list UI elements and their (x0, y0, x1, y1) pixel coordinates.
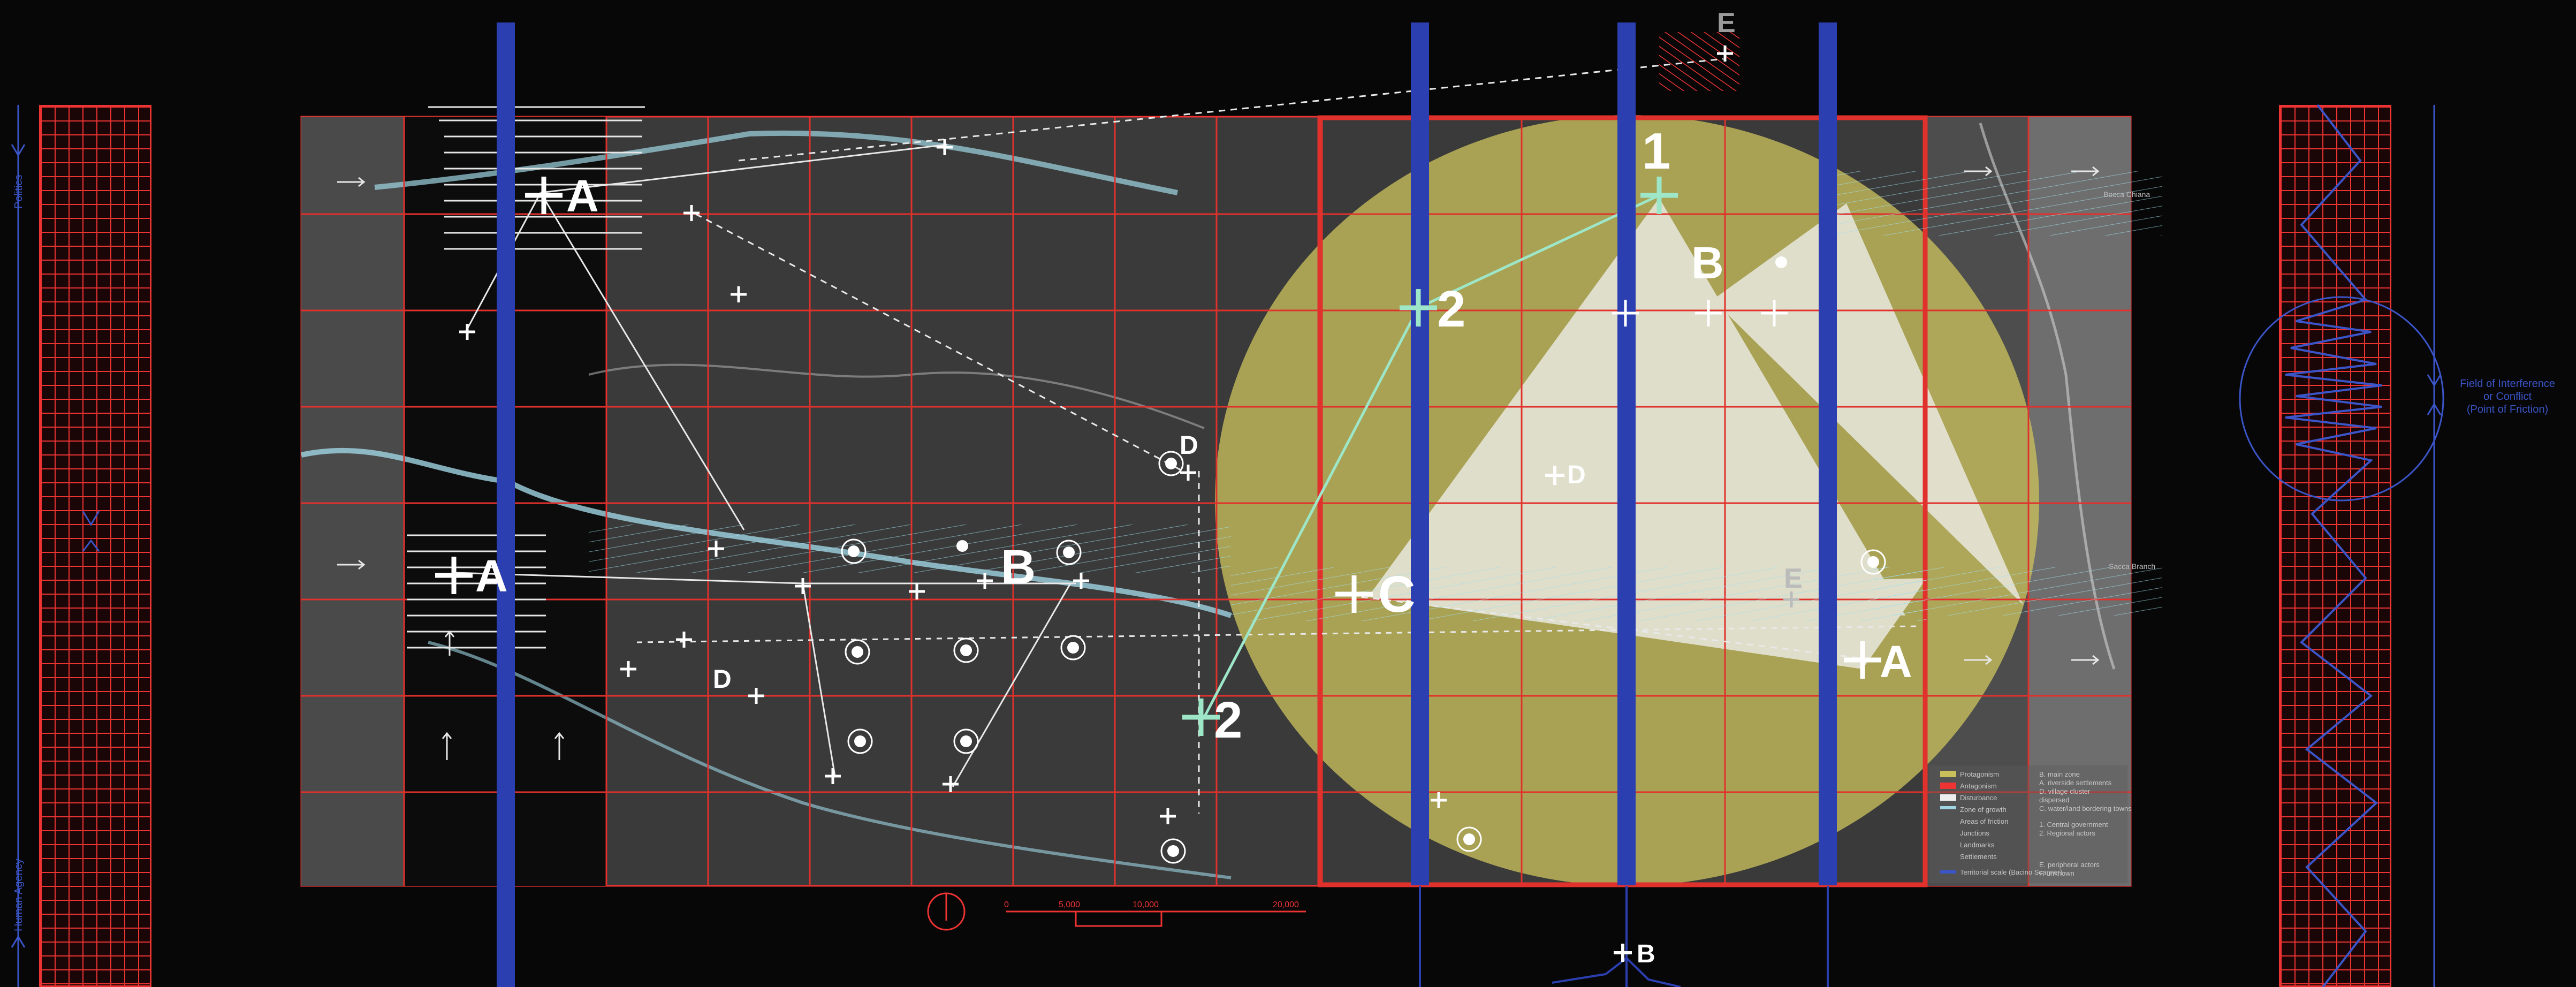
friction-annotation: Field of Interference or Conflict (Point… (2441, 377, 2574, 416)
scale-tick-5000: 5,000 (1059, 900, 1080, 909)
place-label-sacca: Sacca Branch (2109, 562, 2155, 571)
legend-item: Zone of growth (1960, 806, 2007, 814)
bottom-marker-label: B (1637, 940, 1655, 968)
point-label: A (566, 171, 599, 221)
place-label-bocca: Bocca Chiana (2103, 190, 2150, 199)
legend-item: B. main zone (2039, 770, 2080, 778)
top-marker: E (1717, 7, 1736, 39)
point-label: 2 (1437, 280, 1465, 338)
point-label: A (475, 551, 508, 601)
point-label: C (1378, 566, 1415, 623)
legend-item: Protagonism (1960, 770, 1999, 778)
point-label: 1 (1642, 123, 1670, 180)
point-label: 2 (1214, 692, 1242, 749)
point-label: D (1180, 431, 1198, 460)
legend-item: D. village cluster (2039, 787, 2091, 795)
right-axis (2240, 105, 2443, 987)
point-label: A (1880, 636, 1912, 687)
top-marker-label: E (1717, 7, 1736, 39)
left-axis (12, 105, 99, 987)
point-label: B (1001, 541, 1036, 594)
labelled-point-d2: D (713, 665, 732, 694)
politics-label: Politics (13, 175, 25, 209)
point-label: D (1567, 461, 1586, 489)
legend-item: 1. Central government (2039, 821, 2108, 829)
labelled-point-b2: B (1691, 238, 1724, 288)
point-label: D (713, 665, 732, 694)
legend-item: Settlements (1960, 853, 1997, 861)
legend-item: F. unknown (2039, 869, 2075, 877)
right-zigzag (2285, 105, 2382, 987)
legend-item: A. riverside settlements (2039, 779, 2112, 787)
legend-item: Areas of friction (1960, 817, 2008, 825)
scale-tick-10000: 10,000 (1133, 900, 1159, 909)
point-label: E (1784, 563, 1803, 594)
human-agency-label: Human Agency (13, 859, 25, 931)
legend-item: 2. Regional actors (2039, 829, 2095, 837)
legend-item: C. water/land bordering towns (2039, 804, 2132, 813)
legend-item: Junctions (1960, 829, 1989, 837)
legend-item: Antagonism (1960, 782, 1997, 790)
scale-tick-20000: 20,000 (1273, 900, 1299, 909)
legend-item: Disturbance (1960, 794, 1997, 802)
legend-item: dispersed (2039, 796, 2069, 804)
legend-item: E. peripheral actors (2039, 861, 2100, 869)
labelled-point-b1: B (1001, 541, 1036, 594)
labelled-point-d1: D (1180, 431, 1198, 460)
scale-tick-0: 0 (1004, 900, 1009, 909)
blue-extensions (1420, 886, 1828, 987)
legend-item: Landmarks (1960, 841, 1995, 849)
point-label: B (1691, 238, 1724, 288)
scale-bar (928, 893, 1306, 930)
